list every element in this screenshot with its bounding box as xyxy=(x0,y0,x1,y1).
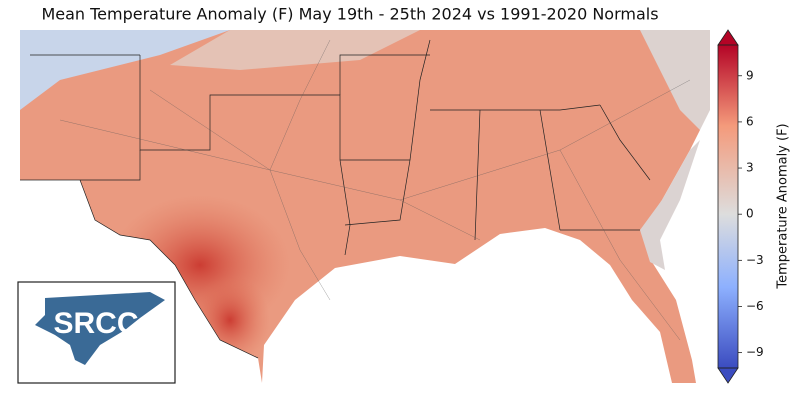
colorbar-tick-label: −9 xyxy=(746,345,764,359)
colorbar-tick-label: 0 xyxy=(746,207,754,221)
logo: SRCC xyxy=(17,281,176,384)
colorbar-tick-label: 6 xyxy=(746,114,754,128)
colorbar-extend-max xyxy=(717,29,739,46)
colorbar-frame xyxy=(717,44,739,369)
colorbar: Temperature Anomaly (F) −9 −6 −3 0 3 6 9 xyxy=(717,29,791,384)
colorbar-label: Temperature Anomaly (F) xyxy=(776,123,791,289)
colorbar-tick-label: 9 xyxy=(746,68,754,82)
colorbar-ramp xyxy=(718,45,738,368)
colorbar-tick-label: 3 xyxy=(746,161,754,175)
colorbar-tick-label: −3 xyxy=(746,253,764,267)
colorbar-extend-min xyxy=(717,367,739,384)
title: Mean Temperature Anomaly (F) May 19th - … xyxy=(41,5,658,24)
logo-text: SRCC xyxy=(53,307,138,340)
colorbar-tick-label: −6 xyxy=(746,299,764,313)
map xyxy=(20,30,710,383)
